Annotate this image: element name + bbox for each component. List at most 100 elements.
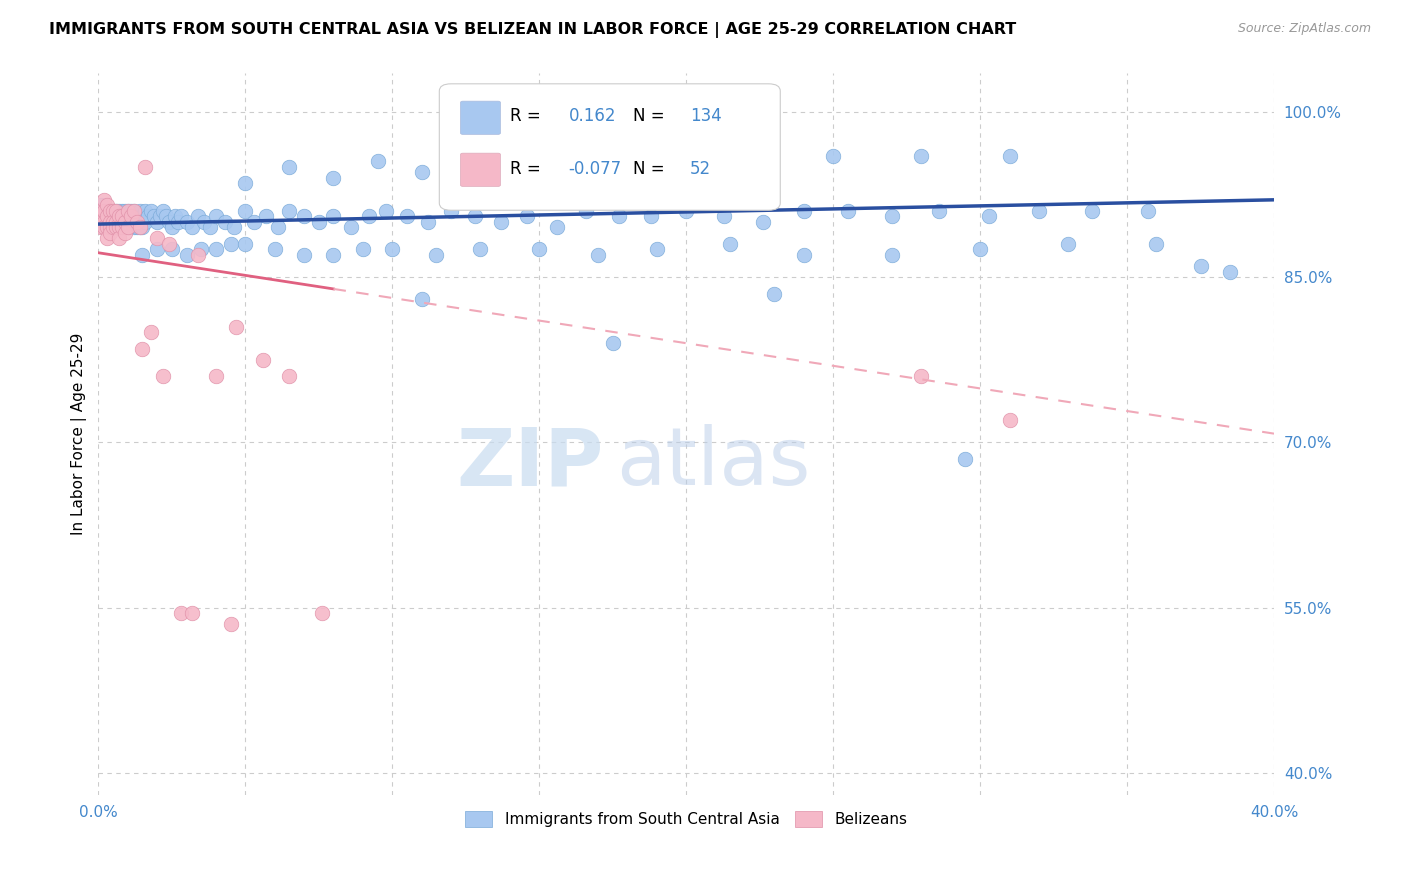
Point	[823, 149, 845, 163]
Point	[546, 220, 568, 235]
Point	[425, 248, 447, 262]
Point	[96, 220, 118, 235]
Point	[108, 220, 131, 235]
Point	[292, 248, 315, 262]
Text: ZIP: ZIP	[457, 424, 605, 502]
Point	[98, 203, 121, 218]
Point	[101, 215, 124, 229]
Point	[252, 352, 274, 367]
Point	[104, 220, 127, 235]
Point	[955, 452, 977, 467]
Point	[1136, 203, 1159, 218]
Point	[96, 231, 118, 245]
Point	[131, 210, 153, 224]
Point	[470, 243, 492, 257]
Point	[111, 210, 134, 224]
Point	[90, 210, 112, 224]
Point	[101, 220, 124, 235]
Point	[146, 215, 169, 229]
Point	[152, 203, 174, 218]
Point	[90, 203, 112, 218]
Point	[718, 236, 741, 251]
Point	[470, 170, 492, 185]
Point	[152, 369, 174, 384]
Point	[1028, 203, 1050, 218]
Point	[675, 203, 697, 218]
Point	[96, 220, 118, 235]
Point	[104, 210, 127, 224]
Point	[128, 220, 150, 235]
Point	[114, 220, 136, 235]
Text: N =: N =	[633, 160, 665, 178]
Point	[111, 220, 134, 235]
Point	[998, 149, 1021, 163]
Point	[114, 226, 136, 240]
Point	[131, 342, 153, 356]
Legend: Immigrants from South Central Asia, Belizeans: Immigrants from South Central Asia, Beli…	[457, 804, 915, 835]
Point	[108, 220, 131, 235]
Text: R =: R =	[510, 160, 540, 178]
Point	[181, 220, 204, 235]
Point	[357, 210, 380, 224]
Point	[416, 215, 439, 229]
Point	[205, 369, 228, 384]
Point	[98, 226, 121, 240]
Point	[193, 215, 215, 229]
Text: 52: 52	[690, 160, 711, 178]
Point	[101, 203, 124, 218]
Point	[176, 215, 198, 229]
Point	[713, 210, 735, 224]
Point	[104, 203, 127, 218]
Point	[120, 210, 142, 224]
Point	[93, 210, 115, 224]
Point	[131, 248, 153, 262]
Point	[219, 617, 242, 632]
Point	[205, 210, 228, 224]
Point	[134, 215, 156, 229]
Point	[93, 220, 115, 235]
Point	[108, 203, 131, 218]
Text: N =: N =	[633, 107, 665, 125]
Point	[104, 203, 127, 218]
Point	[128, 220, 150, 235]
Point	[233, 203, 256, 218]
Text: -0.077: -0.077	[568, 160, 621, 178]
Point	[122, 203, 145, 218]
Point	[607, 210, 630, 224]
Point	[160, 243, 183, 257]
Point	[266, 220, 288, 235]
Point	[998, 413, 1021, 427]
Point	[222, 220, 245, 235]
Point	[143, 210, 166, 224]
Point	[661, 149, 683, 163]
Point	[586, 248, 609, 262]
Point	[411, 165, 433, 179]
Point	[155, 210, 177, 224]
Point	[122, 220, 145, 235]
Point	[117, 203, 139, 218]
Point	[98, 215, 121, 229]
Point	[93, 203, 115, 218]
Point	[278, 203, 301, 218]
Point	[763, 286, 786, 301]
Point	[254, 210, 277, 224]
Point	[793, 203, 815, 218]
Point	[233, 236, 256, 251]
Point	[131, 220, 153, 235]
Point	[98, 210, 121, 224]
Point	[1189, 259, 1212, 273]
Point	[104, 220, 127, 235]
Point	[190, 243, 212, 257]
Point	[910, 369, 932, 384]
Text: 134: 134	[690, 107, 721, 125]
Point	[160, 220, 183, 235]
Point	[125, 220, 148, 235]
Point	[1146, 236, 1168, 251]
Point	[187, 248, 209, 262]
Point	[96, 203, 118, 218]
Point	[98, 220, 121, 235]
Point	[880, 248, 903, 262]
Point	[157, 236, 180, 251]
Point	[910, 149, 932, 163]
Text: atlas: atlas	[616, 424, 810, 502]
